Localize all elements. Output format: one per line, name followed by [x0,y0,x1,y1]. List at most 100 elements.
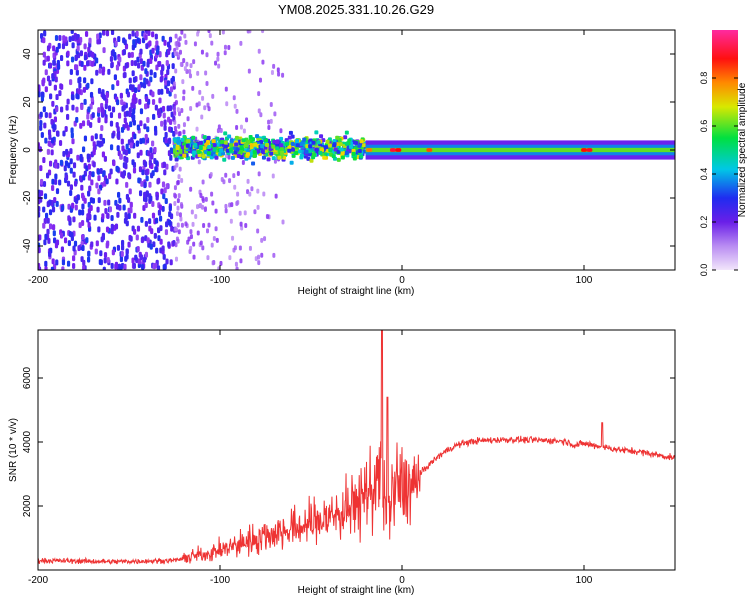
heatmap-cell [275,146,280,151]
heatmap-cell [99,250,103,257]
heatmap-cell [38,242,41,249]
heatmap-cell [142,256,147,263]
heatmap-cell [87,163,91,170]
heatmap-cell [118,197,122,204]
heatmap-cell [203,206,207,212]
heatmap-cell [277,155,282,160]
heatmap-cell [71,202,75,209]
heatmap-cell [210,191,214,197]
heatmap-cell [112,160,116,167]
heatmap-cell [80,61,84,68]
heatmap-cell [128,111,132,118]
colorbar-label: Normalized spectral amplitude [737,82,748,217]
heatmap-cell [181,79,185,85]
snr-y-label: SNR (10 * v/v) [8,418,19,482]
heatmap-cell [163,39,167,46]
heatmap-cell [81,234,85,241]
heatmap-cell [362,143,367,148]
heatmap-cell [260,237,264,243]
heatmap-cell [192,254,196,260]
heatmap-cell [134,254,138,261]
heatmap-cell [145,43,149,50]
heatmap-cell [116,211,120,218]
heatmap-cell [51,178,55,185]
heatmap-cell [90,135,94,142]
heatmap-cell [103,251,108,258]
heatmap-cell [69,79,73,86]
heatmap-cell [49,93,53,100]
heatmap-cell [59,83,63,90]
heatmap-cell [192,241,196,247]
heatmap-cell [167,138,172,145]
heatmap-cell [134,97,138,104]
heatmap-cell [56,59,60,66]
heatmap-cell [172,130,176,137]
heatmap-cell [58,90,62,97]
heatmap-cell [120,171,124,178]
heatmap-cell [43,122,47,129]
heatmap-cell [109,55,114,62]
heatmap-cell [86,60,90,67]
heatmap-cell [111,106,116,113]
heatmap-cell [154,33,158,40]
heatmap-cell [197,153,202,158]
heatmap-cell [214,155,219,160]
heatmap-cell [103,155,107,162]
heatmap-cell [343,135,348,140]
heatmap-cell [79,155,83,162]
heatmap-cell [96,38,100,45]
heatmap-cell [289,160,294,165]
heatmap-cell [110,215,114,222]
heatmap-cell [169,154,173,161]
heatmap-cell [280,150,285,155]
heatmap-cell [188,68,192,74]
heatmap-cell [245,152,250,157]
heatmap-cell [287,135,292,140]
heatmap-cell [206,228,210,234]
heatmap-cell [207,151,212,156]
heatmap-cell [223,131,228,136]
heatmap-cell [160,88,164,95]
heatmap-cell [174,33,178,39]
heatmap-cell [257,91,261,97]
heatmap-cell [83,135,88,142]
heatmap-cell [235,147,240,152]
heatmap-cell [173,200,177,206]
heatmap-cell [53,196,57,203]
heatmap-cell [46,55,50,62]
heatmap-cell [87,46,91,53]
heatmap-cell [159,238,163,245]
heatmap-cell [139,58,143,65]
heatmap-cell [183,66,187,72]
heatmap-cell [331,154,336,159]
heatmap-cell [239,149,244,154]
heatmap-cell [51,258,55,265]
heatmap-cell [138,98,142,105]
heatmap-cell [122,37,126,44]
heatmap-cell [169,86,174,93]
heatmap-cell [153,232,157,239]
heatmap-cell [178,49,182,55]
heatmap-cell [110,30,115,36]
x-tick-label: -200 [28,275,48,286]
heatmap-cell [42,51,46,58]
heatmap-cell [139,138,143,145]
heatmap-cell [202,135,207,140]
heatmap-cell [174,100,178,106]
heatmap-cell [160,188,164,195]
heatmap-cell [196,70,200,76]
heatmap-cell [266,157,271,162]
heatmap-cell [157,89,161,96]
heatmap-cell [151,212,156,219]
heatmap-cell [52,230,56,237]
heatmap-cell [348,144,353,149]
heatmap-cell [224,203,228,209]
heatmap-cell [99,133,103,140]
heatmap-cell [39,165,43,172]
heatmap-cell [109,144,114,151]
heatmap-cell [64,174,69,181]
heatmap-cell [205,80,209,86]
heatmap-cell [75,116,79,123]
heatmap-cell [54,178,58,185]
heatmap-cell [97,188,101,195]
